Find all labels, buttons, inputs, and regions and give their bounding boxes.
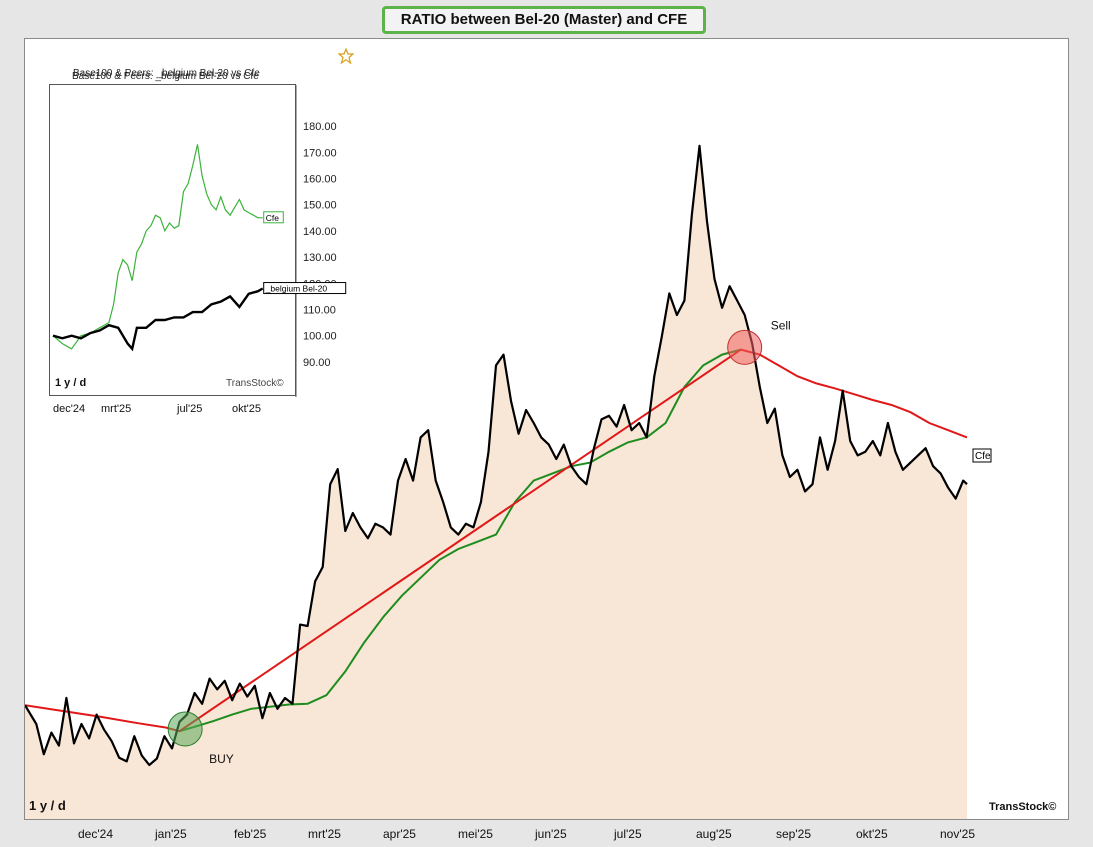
inset-watermark: TransStock© <box>226 378 284 389</box>
trade-annotations: BUY Sell <box>167 318 791 766</box>
x-tick-label: jan'25 <box>154 827 187 841</box>
inset-series-cfe-line <box>52 144 263 350</box>
inset-x-tick-label: dec'24 <box>53 403 85 415</box>
inset-y-tick-label: 130.00 <box>303 252 337 264</box>
ratio-area-fill <box>25 145 967 820</box>
series-end-label-text: Cfe <box>975 451 991 462</box>
x-tick-label: jun'25 <box>534 827 567 841</box>
inset-x-axis-tick-labels: dec'24 mrt'25 jul'25 okt'25 <box>53 403 261 415</box>
inset-y-tick-label: 180.00 <box>303 121 337 133</box>
moving-average-red-line <box>25 348 968 733</box>
favorite-star-icon[interactable] <box>338 48 354 64</box>
inset-y-axis-panel <box>296 84 352 396</box>
inset-x-tick-label: jul'25 <box>176 403 202 415</box>
series-end-label-box <box>972 448 992 463</box>
buy-label: BUY <box>209 752 234 766</box>
inset-chart-panel: Base100 & Peers: _belgium Bel-20 vs Cfe … <box>49 71 347 397</box>
inset-title: Base100 & Peers: _belgium Bel-20 vs Cfe <box>72 71 259 82</box>
x-tick-label: jul'25 <box>613 827 642 841</box>
buy-marker <box>167 711 203 747</box>
x-tick-label: mei'25 <box>458 827 493 841</box>
inset-y-tick-label: 150.00 <box>303 200 337 212</box>
sell-label: Sell <box>771 318 791 332</box>
x-tick-label: apr'25 <box>383 827 416 841</box>
inset-series-label-box <box>263 211 284 224</box>
inset-y-tick-label: 160.00 <box>303 174 337 186</box>
inset-y-tick-label: 100.00 <box>303 331 337 343</box>
inset-series-label: _belgium Bel-20 <box>265 284 328 294</box>
inset-series-labels: Cfe _belgium Bel-20 <box>263 211 347 295</box>
x-tick-label: nov'25 <box>940 827 975 841</box>
sell-marker <box>727 329 763 365</box>
inset-series-bel20-line <box>52 287 264 352</box>
period-label: 1 y / d <box>29 798 66 813</box>
inset-chart-svg: Base100 & Peers: _belgium Bel-20 vs Cfe … <box>52 71 347 397</box>
series-end-label: Cfe <box>972 448 992 463</box>
x-tick-label: dec'24 <box>78 827 113 841</box>
inset-y-tick-label: 90.00 <box>303 357 331 369</box>
inset-series-label: Cfe <box>266 213 280 223</box>
inset-y-tick-label: 170.00 <box>303 147 337 159</box>
inset-title-area: Base100 & Peers: _belgium Bel-20 vs Cfe <box>73 68 260 79</box>
x-tick-label: okt'25 <box>856 827 888 841</box>
inset-x-axis: dec'24 mrt'25 jul'25 okt'25 <box>53 403 261 415</box>
main-chart-panel: BUY Sell Cfe 1 y / d TransStock© <box>24 38 1069 820</box>
inset-title-text: Base100 & Peers: _belgium Bel-20 vs Cfe <box>73 68 260 79</box>
inset-y-axis-ticks: 180.00170.00160.00150.00140.00130.00120.… <box>295 85 337 397</box>
x-axis-tick-labels: dec'24 jan'25 feb'25 mrt'25 apr'25 mei'25 jun'… <box>78 827 975 841</box>
inset-period-label: 1 y / d <box>55 377 86 389</box>
inset-x-tick-label: mrt'25 <box>101 403 131 415</box>
main-chart-svg: BUY Sell Cfe 1 y / d TransStock© <box>25 144 1056 820</box>
inset-series-label-box <box>263 282 347 295</box>
chart-title: RATIO between Bel-20 (Master) and CFE <box>382 6 706 34</box>
x-tick-label: aug'25 <box>696 827 732 841</box>
x-tick-label: feb'25 <box>234 827 267 841</box>
inset-y-tick-label: 140.00 <box>303 226 337 238</box>
x-tick-label: mrt'25 <box>308 827 341 841</box>
inset-x-tick-label: okt'25 <box>232 403 261 415</box>
inset-y-tick-label: 110.00 <box>303 305 336 317</box>
x-tick-label: sep'25 <box>776 827 811 841</box>
watermark: TransStock© <box>989 801 1056 813</box>
